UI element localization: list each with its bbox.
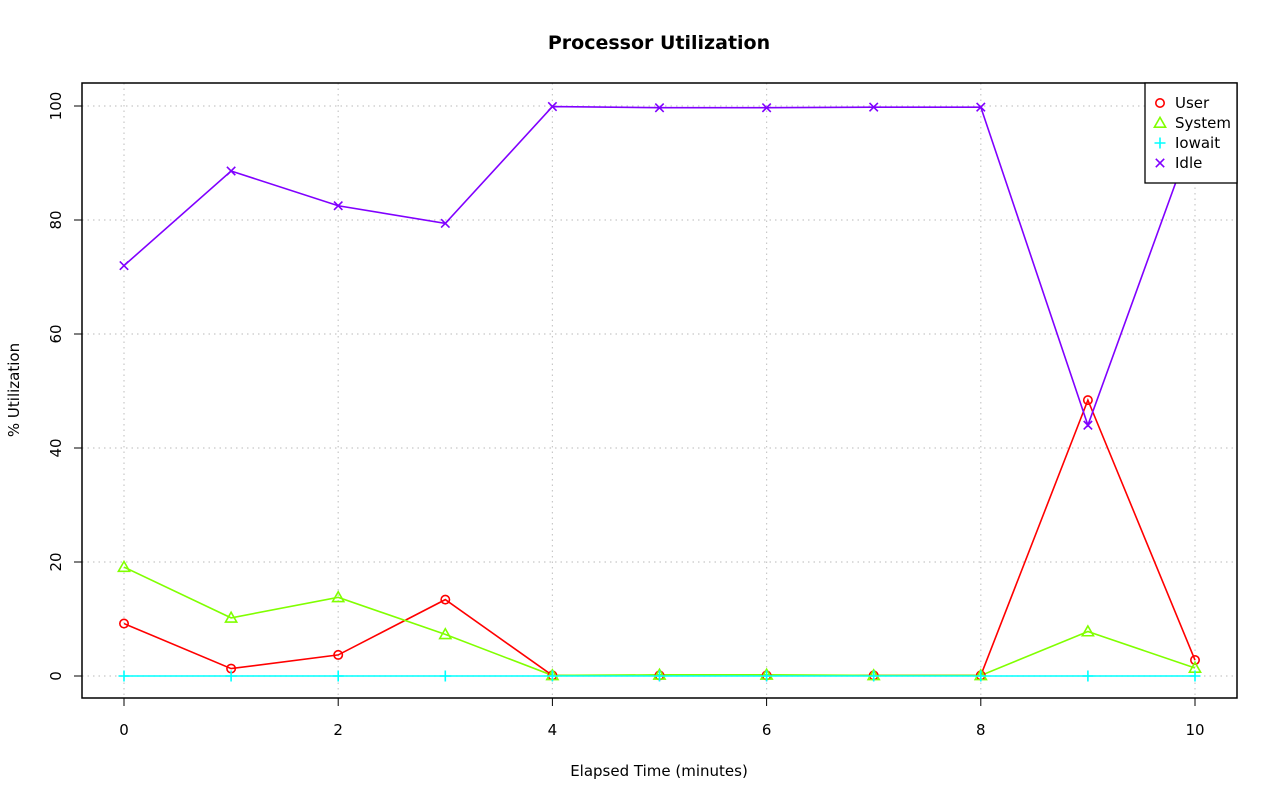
data-point-idle [333, 200, 343, 211]
data-point-iowait [654, 670, 665, 682]
data-point-idle [868, 102, 879, 112]
data-point-user [1190, 655, 1201, 666]
data-point-iowait [546, 670, 558, 682]
y-axis: 0 20 40 60 80 100 [47, 92, 83, 681]
data-point-idle [226, 166, 236, 176]
data-point-system [1080, 624, 1095, 637]
x-tick-label: 4 [548, 721, 558, 739]
x-axis: 0 2 4 6 8 10 [119, 697, 1205, 739]
data-point-iowait [118, 670, 130, 682]
series-lines [123, 105, 1196, 677]
y-tick-label: 40 [47, 438, 65, 457]
data-point-idle [976, 102, 986, 112]
data-point-iowait [332, 670, 344, 682]
data-point-system [117, 559, 131, 573]
data-point-user [333, 649, 344, 660]
legend-marker-user [1155, 98, 1166, 109]
data-point-iowait [1189, 670, 1201, 682]
data-point-idle [1083, 420, 1093, 430]
data-point-system [224, 610, 239, 623]
series-line-idle [123, 105, 1196, 428]
data-point-idle [119, 260, 129, 271]
y-tick-label: 100 [47, 92, 65, 121]
data-point-user [1082, 395, 1093, 406]
data-point-iowait [439, 670, 451, 682]
legend-label-iowait: Iowait [1175, 134, 1220, 152]
data-point-idle [761, 102, 772, 113]
data-point-user [440, 594, 451, 605]
y-tick-label: 60 [47, 324, 65, 343]
data-point-system [438, 627, 453, 640]
grid [82, 83, 1237, 698]
x-tick-label: 6 [762, 721, 772, 739]
series-line-user [123, 397, 1196, 677]
x-tick-label: 0 [119, 721, 129, 739]
data-point-system [331, 590, 346, 603]
data-point-idle [440, 218, 451, 229]
legend-marker-system [1153, 115, 1167, 128]
legend-box [1144, 82, 1238, 184]
data-point-iowait [225, 670, 237, 682]
x-axis-label: Elapsed Time (minutes) [570, 762, 748, 780]
data-point-idle [654, 102, 665, 113]
data-point-iowait [761, 670, 773, 682]
x-tick-label: 10 [1185, 721, 1204, 739]
legend-label-system: System [1175, 114, 1231, 132]
data-point-idle [547, 101, 558, 112]
data-point-iowait [868, 670, 880, 682]
legend-label-idle: Idle [1175, 154, 1202, 172]
series-points [117, 101, 1202, 682]
y-tick-label: 20 [47, 552, 65, 571]
y-tick-label: 80 [47, 210, 65, 229]
legend-marker-idle [1155, 158, 1165, 168]
legend: User System Iowait Idle [1144, 82, 1238, 184]
series-line-system [123, 566, 1196, 677]
legend-marker-iowait [1154, 137, 1166, 149]
x-tick-label: 8 [976, 721, 986, 739]
chart-title: Processor Utilization [548, 32, 770, 54]
plot-frame [81, 82, 1238, 699]
legend-label-user: User [1175, 94, 1210, 112]
data-point-iowait [975, 670, 987, 682]
data-point-iowait [1082, 670, 1094, 682]
y-tick-label: 0 [47, 671, 65, 681]
x-tick-label: 2 [333, 721, 343, 739]
y-axis-label: % Utilization [5, 343, 23, 437]
data-point-user [119, 618, 130, 629]
